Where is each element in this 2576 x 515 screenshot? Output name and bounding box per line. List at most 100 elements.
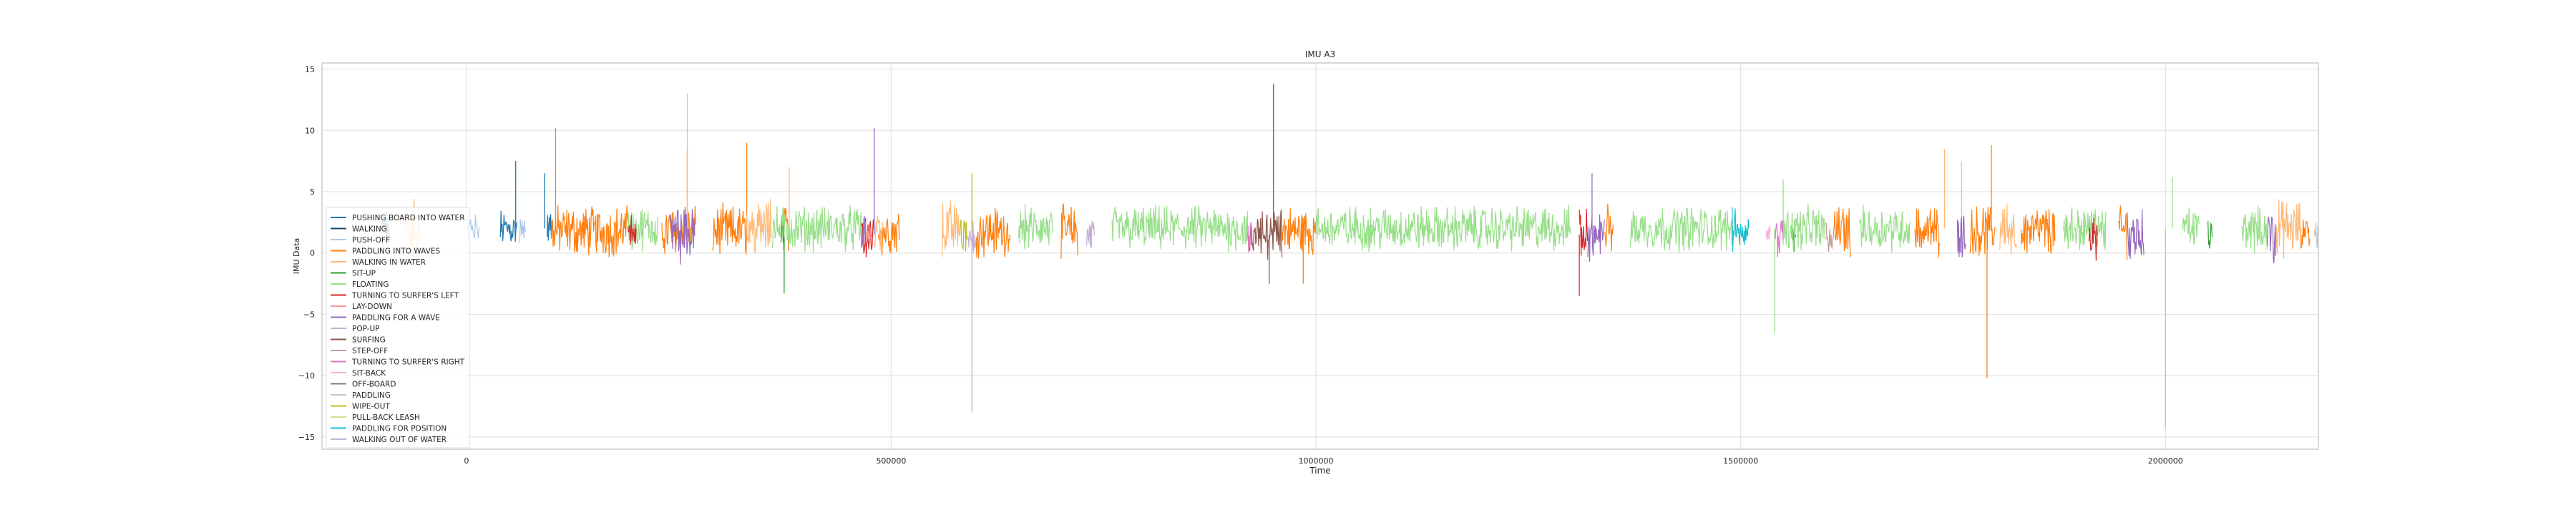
series-line: [865, 222, 873, 243]
series-line: [670, 207, 696, 265]
series-line: [1247, 209, 1283, 260]
series-12: [1825, 222, 1835, 252]
series-10: [1085, 220, 1096, 249]
series-line: [712, 202, 748, 255]
legend-label: FLOATING: [352, 280, 389, 289]
series-line: [1956, 215, 1966, 258]
legend-label: WIPE-OUT: [352, 403, 390, 411]
series-line: [861, 216, 867, 247]
x-tick-labels: 0 500000 1000000 1500000 2000000: [464, 456, 2182, 466]
series-line: [975, 207, 1011, 259]
series-line: [2301, 219, 2311, 248]
legend-label: STEP-OFF: [352, 347, 388, 355]
series-line: [2241, 205, 2268, 254]
series-line: [2207, 221, 2213, 249]
series-line: [499, 210, 518, 242]
legend-label: WALKING: [352, 225, 387, 234]
legend-label: PUSHING BOARD INTO WATER: [352, 214, 465, 222]
series-line: [2088, 217, 2098, 261]
legend-label: WALKING IN WATER: [352, 258, 426, 267]
series-line: [1999, 203, 2017, 255]
series-11: [1247, 84, 1283, 284]
legend: PUSHING BOARD INTO WATER WALKING PUSH-OFF P…: [326, 207, 470, 448]
series-8: [865, 222, 873, 243]
series-line: [551, 205, 628, 258]
series-line: [2020, 209, 2056, 254]
series-line: [2182, 207, 2200, 245]
legend-label: PADDLING: [352, 391, 391, 400]
legend-label: PUSH-OFF: [352, 236, 390, 245]
y-tick-label: 5: [310, 187, 315, 197]
legend-label: SIT-UP: [352, 270, 376, 278]
series-13: [1247, 220, 1784, 258]
series-17: [959, 173, 972, 252]
series-19: [1732, 207, 1750, 252]
series-line: [1247, 222, 1253, 253]
y-tick-label: −15: [298, 433, 315, 442]
series-line: [771, 205, 862, 253]
legend-label: SURFING: [352, 336, 386, 345]
series-line: [1914, 208, 1940, 258]
y-tick-label: −5: [303, 310, 315, 319]
y-tick-label: 15: [305, 65, 315, 74]
series-16: [2313, 222, 2319, 248]
grid: [322, 63, 2318, 449]
plot-area: [322, 63, 2318, 449]
series-line: [1587, 214, 1605, 263]
series-line: [959, 218, 968, 252]
plot-frame: [321, 62, 2319, 450]
series-line: [1604, 203, 1614, 252]
series-line: [519, 219, 527, 244]
x-tick-label: 0: [464, 456, 469, 466]
series-line: [1825, 222, 1835, 252]
series-line: [1859, 204, 1911, 253]
series-line: [2127, 209, 2145, 259]
legend-label: PULL-BACK LEASH: [352, 413, 420, 422]
series-line: [2275, 200, 2302, 259]
series-line: [547, 214, 552, 241]
legend-label: PADDLING FOR A WAVE: [352, 314, 440, 323]
series-line: [942, 200, 960, 258]
series-line: [1782, 203, 1826, 250]
series-line: [1765, 225, 1771, 241]
series-6: [627, 177, 2268, 428]
legend-label: LAY-DOWN: [352, 303, 392, 311]
legend-label: TURNING TO SURFER'S RIGHT: [351, 358, 465, 367]
legend-label: TURNING TO SURFER'S LEFT: [351, 292, 459, 300]
y-axis-label: IMU Data: [292, 238, 301, 275]
series-line: [1111, 205, 1249, 252]
series-line: [2063, 207, 2107, 252]
legend-label: POP-UP: [352, 325, 380, 333]
y-tick-label: 10: [305, 126, 315, 135]
series-line: [1060, 203, 1078, 259]
chart-title: IMU A3: [1305, 49, 1335, 59]
legend-label: PADDLING FOR POSITION: [352, 425, 447, 433]
series-line: [2313, 222, 2319, 248]
x-tick-label: 500000: [876, 456, 906, 466]
x-tick-label: 1500000: [1723, 456, 1758, 466]
series-line: [1282, 207, 1317, 255]
series-20: [967, 220, 977, 413]
series-line: [1732, 207, 1750, 252]
series-line: [1629, 207, 1733, 253]
series-line: [1018, 204, 1053, 250]
series-line: [1579, 208, 1589, 256]
legend-label: OFF-BOARD: [352, 381, 396, 389]
y-tick-label: −10: [298, 371, 315, 381]
legend-label: WALKING OUT OF WATER: [352, 436, 447, 444]
legend-label: SIT-BACK: [352, 369, 386, 378]
series-line: [746, 198, 773, 253]
x-tick-label: 2000000: [2148, 456, 2183, 466]
series-line: [874, 215, 883, 251]
y-tick-label: 0: [310, 249, 315, 258]
y-tick-labels: −15 −10 −5 0 5 10 15: [298, 65, 315, 442]
series-line: [627, 215, 637, 245]
series-line: [1315, 205, 1571, 252]
series-line: [2118, 205, 2128, 260]
series-9: [670, 127, 2276, 265]
series-line: [878, 213, 900, 255]
series-line: [2267, 216, 2276, 264]
x-axis-label: Time: [1309, 466, 1330, 476]
x-tick-label: 1000000: [1299, 456, 1334, 466]
